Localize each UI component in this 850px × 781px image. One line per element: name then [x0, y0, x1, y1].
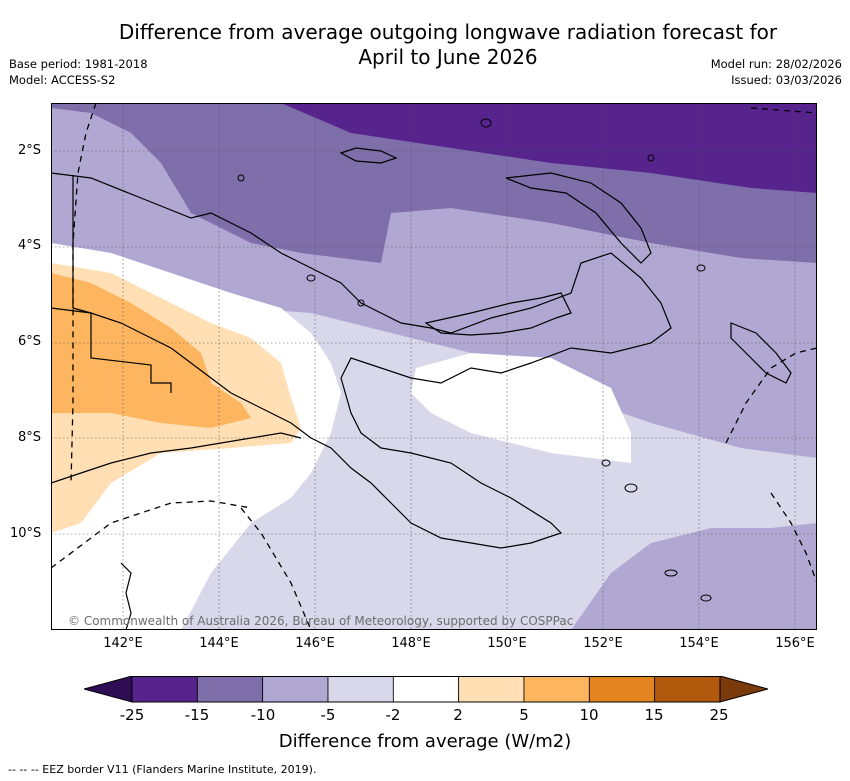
colorbar-label-2: -10: [250, 706, 276, 724]
lat-label-2s: 2°S: [18, 143, 42, 158]
colorbar-frame: [131, 676, 721, 703]
bougainville-outline: [730, 322, 792, 384]
anomaly-band-purple-dark: [281, 103, 817, 193]
base-period: Base period: 1981-2018: [9, 57, 148, 71]
anomaly-band-orange: [51, 273, 251, 428]
colorbar-segment: [327, 676, 394, 703]
colorbar-label-5: 2: [453, 706, 463, 724]
eez-borders: [50, 102, 818, 631]
colorbar-label-3: -5: [320, 706, 336, 724]
map-frame: [51, 103, 817, 630]
colorbar-label-6: 5: [519, 706, 529, 724]
colorbar-label-1: -15: [184, 706, 210, 724]
lon-label-144e: 144°E: [199, 636, 239, 651]
eez-legend-note: -- -- -- EEZ border V11 (Flanders Marine…: [8, 763, 317, 776]
lon-label-142e: 142°E: [103, 636, 143, 651]
title-line-2: April to June 2026: [358, 45, 538, 69]
lat-label-4s: 4°S: [18, 238, 42, 253]
lon-label-156e: 156°E: [775, 636, 815, 651]
copyright-notice: © Commonwealth of Australia 2026, Bureau…: [68, 614, 574, 628]
map-panel: [50, 102, 818, 631]
colorbar-label-4: -2: [385, 706, 401, 724]
eez-border-west: [70, 102, 97, 484]
colorbar-segment: [458, 676, 525, 703]
cape-york-outline: [120, 562, 132, 631]
lon-label-150e: 150°E: [487, 636, 527, 651]
meta-right: Model run: 28/02/2026 Issued: 03/03/2026: [711, 56, 842, 88]
eez-border-southwest: [240, 507, 312, 631]
colorbar-segment: [392, 676, 460, 703]
colorbar-label-0: -25: [119, 706, 145, 724]
chart-title: Difference from average outgoing longwav…: [60, 20, 836, 70]
new-britain-outline: [424, 292, 572, 336]
manus-outline: [339, 147, 398, 164]
lat-label-6s: 6°S: [18, 334, 42, 349]
colorbar-segment: [654, 676, 721, 703]
colorbar-segment: [196, 676, 264, 703]
new-ireland-outline: [505, 172, 652, 264]
international-border: [72, 175, 172, 393]
colorbar-label-9: 25: [709, 706, 729, 724]
lon-label-152e: 152°E: [583, 636, 623, 651]
issued-date: Issued: 03/03/2026: [731, 73, 842, 87]
meta-left: Base period: 1981-2018 Model: ACCESS-S2: [9, 56, 148, 88]
anomaly-band-lavender-southeast: [571, 523, 817, 630]
colorbar: [82, 675, 770, 706]
colorbar-title: Difference from average (W/m2): [278, 731, 572, 752]
title-line-1: Difference from average outgoing longwav…: [118, 20, 778, 44]
map-svg: [50, 102, 818, 631]
lon-label-148e: 148°E: [391, 636, 431, 651]
eez-border-south: [50, 500, 252, 569]
islands: [237, 118, 712, 602]
colorbar-under-arrow: [82, 675, 133, 703]
colorbar-segment: [262, 676, 329, 703]
colorbar-segment: [131, 676, 198, 703]
colorbar-over-arrow: [719, 675, 770, 703]
model-run: Model run: 28/02/2026: [710, 57, 842, 71]
colorbar-label-7: 10: [579, 706, 599, 724]
anomaly-band-white-central: [411, 353, 631, 463]
southern-coast: [50, 432, 302, 484]
colorbar-svg: [82, 675, 770, 703]
lon-label-146e: 146°E: [295, 636, 335, 651]
eez-border-northeast: [750, 107, 818, 114]
colorbar-label-8: 15: [644, 706, 664, 724]
colorbar-segment: [588, 676, 656, 703]
eez-border-east: [725, 347, 818, 444]
new-guinea-outline: [50, 172, 672, 549]
model-name: Model: ACCESS-S2: [9, 73, 116, 87]
lat-label-10s: 10°S: [10, 526, 42, 541]
coastlines: [50, 147, 792, 631]
lon-label-154e: 154°E: [679, 636, 719, 651]
lat-label-8s: 8°S: [18, 430, 42, 445]
colorbar-segment: [523, 676, 590, 703]
